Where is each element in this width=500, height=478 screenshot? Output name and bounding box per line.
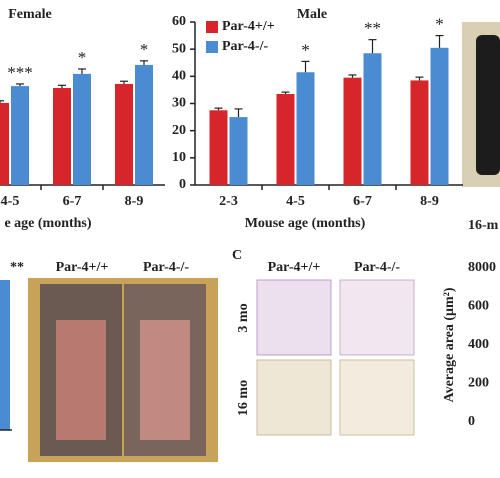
significance: *** (7, 63, 33, 82)
micrograph (256, 359, 332, 436)
bar (11, 86, 29, 185)
significance: * (140, 40, 149, 59)
bar (0, 102, 9, 185)
legend-swatch (206, 21, 218, 33)
y-tick-label: 20 (172, 123, 186, 138)
tick-label: 600 (468, 299, 489, 314)
bar (209, 110, 228, 185)
x-tick-label: 4-5 (286, 194, 305, 209)
micrograph (339, 279, 415, 356)
chart-title: Female (8, 7, 52, 22)
photo-label: Par-4-/- (143, 260, 189, 275)
legend-label: Par-4-/- (222, 39, 268, 54)
y-tick-label: 30 (172, 96, 186, 111)
x-tick-label: 6-7 (353, 194, 372, 209)
bar (343, 77, 362, 185)
photo-label: Par-4+/+ (56, 260, 109, 275)
y-tick-label: 50 (172, 41, 186, 56)
significance: ** (364, 19, 381, 38)
chart-title: Male (297, 7, 327, 22)
row-label: 16 mo (236, 380, 251, 416)
bar (276, 93, 295, 185)
x-tick-label: 8-9 (125, 194, 144, 209)
x-tick-label: 8-9 (420, 194, 439, 209)
tick-label: 8000 (468, 260, 496, 275)
tick-label: 200 (468, 376, 489, 391)
panel-label: C (232, 248, 242, 263)
x-axis-label: e age (months) (4, 216, 91, 231)
row-label: 3 mo (236, 303, 251, 332)
tick-label: 0 (468, 414, 475, 429)
annotation: ** (10, 260, 24, 275)
significance: * (435, 14, 444, 33)
bar (229, 117, 248, 185)
y-tick-label: 40 (172, 69, 186, 84)
tissue (140, 320, 190, 440)
legend-label: Par-4+/+ (222, 19, 275, 34)
x-tick-label: 4-5 (1, 194, 20, 209)
axis-label: Average area (μm²) (442, 287, 457, 402)
bar (135, 64, 153, 185)
mouse-photo (476, 35, 500, 175)
x-axis-label: Mouse age (months) (245, 216, 366, 231)
y-tick-label: 0 (179, 177, 186, 192)
micrograph (256, 279, 332, 356)
micrograph (339, 359, 415, 436)
legend-swatch (206, 41, 218, 53)
bar (296, 72, 315, 185)
x-tick-label: 2-3 (219, 194, 238, 209)
column-label: Par-4+/+ (268, 260, 321, 275)
bar (115, 83, 133, 185)
tissue (56, 320, 106, 440)
bar (410, 80, 429, 185)
y-tick-label: 60 (172, 14, 186, 29)
significance: * (78, 48, 87, 67)
x-tick-label: 6-7 (63, 194, 82, 209)
significance: * (301, 40, 310, 59)
column-label: Par-4-/- (354, 260, 400, 275)
partial-bar (0, 280, 10, 430)
bar (430, 47, 449, 185)
photo-caption: 16-m (468, 218, 499, 233)
y-tick-label: 10 (172, 150, 186, 165)
bar (53, 88, 71, 185)
tick-label: 400 (468, 337, 489, 352)
bar (363, 53, 382, 185)
bar (73, 73, 91, 185)
